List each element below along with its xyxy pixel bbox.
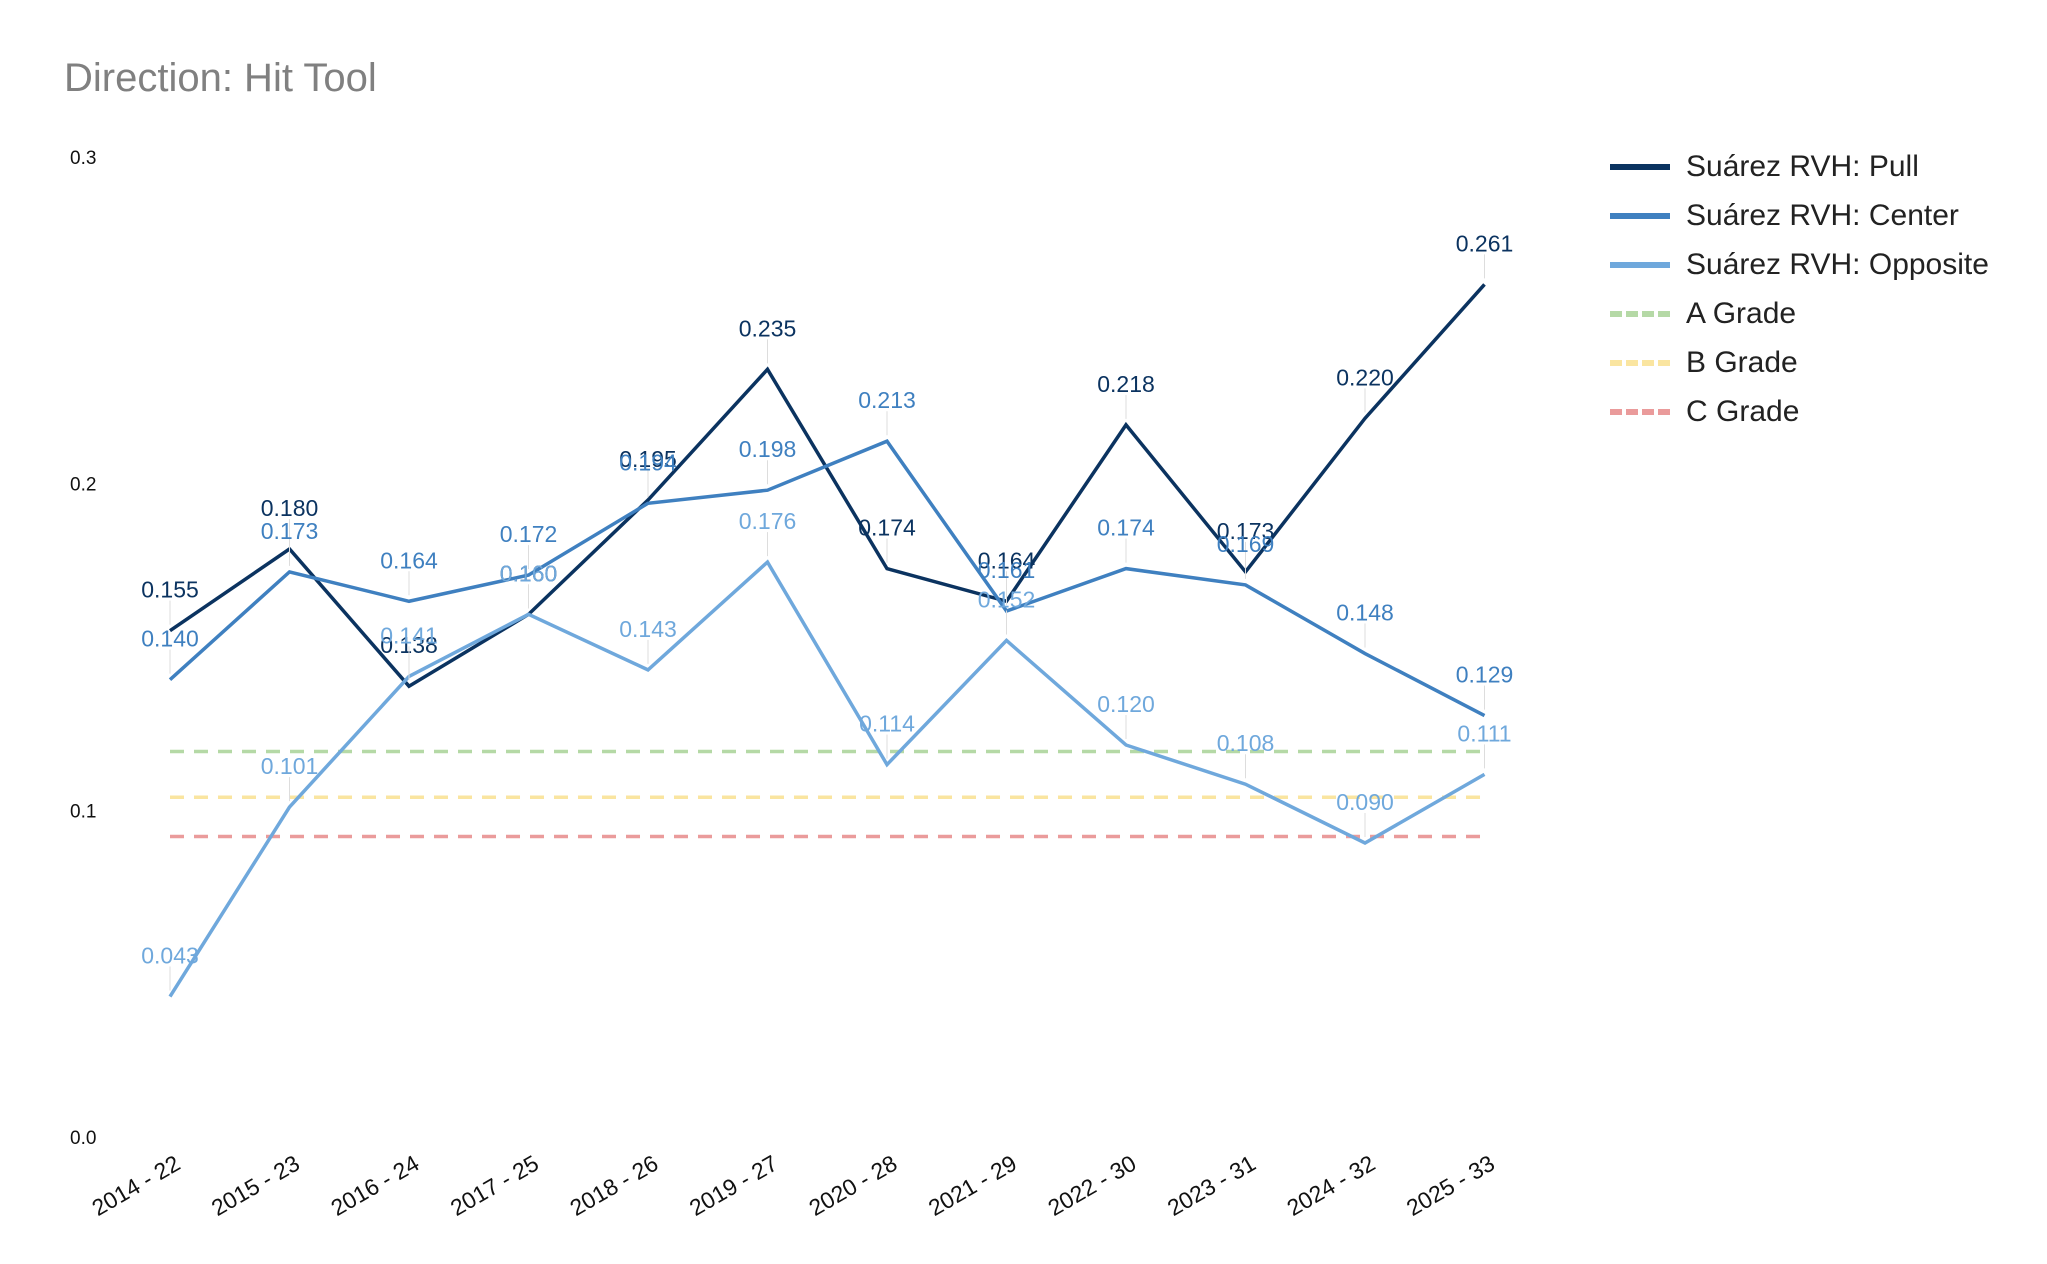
data-label: 0.129 (1456, 662, 1514, 688)
legend-label: Suárez RVH: Center (1686, 198, 1959, 232)
data-label: 0.176 (739, 508, 797, 534)
legend-label: A Grade (1686, 296, 1797, 330)
series-line-1 (169, 283, 1486, 689)
x-tick-label: 2025 - 33 (1402, 1150, 1499, 1221)
x-tick-label: 2021 - 29 (924, 1150, 1021, 1221)
series-line-3 (168, 559, 1486, 998)
x-tick-label: 2014 - 22 (87, 1150, 184, 1221)
data-labels: 0.1550.1800.1380.1600.1950.2350.1740.164… (141, 230, 1514, 991)
y-tick-label: 0.2 (70, 475, 96, 496)
data-label: 0.141 (380, 622, 438, 648)
data-label: 0.108 (1217, 730, 1275, 756)
series-line-2 (168, 439, 1486, 718)
chart-legend: Suárez RVH: Pull Suárez RVH: Center Suárez… (1610, 142, 1989, 436)
x-tick-label: 2015 - 23 (207, 1150, 304, 1221)
data-label: 0.198 (739, 436, 797, 462)
x-tick-label: 2023 - 31 (1163, 1150, 1260, 1221)
y-tick-label: 0.0 (70, 1128, 96, 1149)
chart-title: Direction: Hit Tool (64, 56, 377, 100)
data-label: 0.164 (978, 547, 1036, 573)
x-tick-label: 2016 - 24 (326, 1150, 423, 1221)
data-label: 0.043 (141, 943, 199, 969)
legend-item: B Grade (1610, 338, 1989, 387)
data-label: 0.213 (858, 387, 916, 413)
data-label: 0.218 (1097, 371, 1155, 397)
legend-swatch (1610, 310, 1670, 317)
legend-item: A Grade (1610, 289, 1989, 338)
data-label: 0.194 (619, 449, 677, 475)
data-label: 0.235 (739, 315, 797, 341)
legend-item: Suárez RVH: Pull (1610, 142, 1989, 191)
legend-swatch (1610, 408, 1670, 415)
legend-label: B Grade (1686, 345, 1798, 379)
data-label: 0.155 (141, 577, 199, 603)
data-label: 0.195 (619, 446, 677, 472)
x-tick-label: 2017 - 25 (446, 1150, 543, 1221)
y-tick-label: 0.3 (70, 148, 96, 169)
data-label: 0.143 (619, 616, 677, 642)
legend-item: C Grade (1610, 387, 1989, 436)
data-label: 0.090 (1336, 789, 1394, 815)
legend-item: Suárez RVH: Center (1610, 191, 1989, 240)
legend-label: Suárez RVH: Opposite (1686, 247, 1989, 281)
data-label: 0.120 (1097, 691, 1155, 717)
y-axis-ticks: 0.0 0.1 0.2 0.3 (70, 148, 96, 1149)
x-tick-label: 2018 - 26 (565, 1150, 662, 1221)
x-axis-ticks: 2014 - 22 2015 - 23 2016 - 24 2017 - 25 2018… (87, 1150, 1499, 1221)
data-label: 0.174 (1097, 515, 1155, 541)
data-label: 0.173 (261, 518, 319, 544)
x-tick-label: 2024 - 32 (1282, 1150, 1379, 1221)
data-label: 0.173 (1217, 518, 1275, 544)
data-label: 0.114 (859, 711, 915, 737)
grade-reference-lines (170, 749, 1485, 839)
series-lines (168, 283, 1486, 998)
legend-swatch (1610, 359, 1670, 366)
data-label: 0.140 (141, 626, 199, 652)
data-label: 0.174 (858, 515, 916, 541)
data-label: 0.160 (500, 560, 558, 586)
data-label: 0.111 (1457, 720, 1511, 746)
legend-label: Suárez RVH: Pull (1686, 149, 1919, 183)
y-tick-label: 0.1 (70, 801, 96, 822)
data-label: 0.169 (1217, 531, 1275, 557)
data-label: 0.152 (978, 586, 1036, 612)
x-tick-label: 2019 - 27 (685, 1150, 782, 1221)
data-label: 0.161 (978, 557, 1036, 583)
data-label: 0.148 (1336, 600, 1394, 626)
x-tick-label: 2022 - 30 (1043, 1150, 1140, 1221)
data-label: 0.180 (261, 495, 319, 521)
data-label: 0.220 (1336, 364, 1394, 390)
x-tick-label: 2020 - 28 (804, 1150, 901, 1221)
legend-swatch (1610, 261, 1670, 268)
legend-label: C Grade (1686, 394, 1800, 428)
data-label: 0.172 (500, 521, 558, 547)
legend-swatch (1610, 212, 1670, 219)
data-label: 0.261 (1456, 230, 1514, 256)
data-label: 0.101 (261, 753, 319, 779)
data-label: 0.164 (380, 547, 438, 573)
legend-swatch (1610, 163, 1670, 170)
legend-item: Suárez RVH: Opposite (1610, 240, 1989, 289)
